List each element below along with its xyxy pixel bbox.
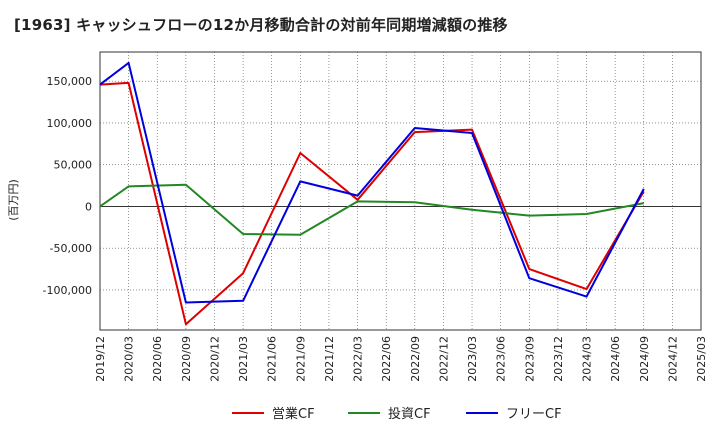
x-tick-label: 2020/06 — [151, 336, 164, 382]
x-tick-label: 2021/06 — [266, 336, 279, 382]
x-tick-label: 2020/03 — [123, 336, 136, 382]
x-tick-label: 2023/03 — [466, 336, 479, 382]
chart-title: [1963] キャッシュフローの12か月移動合計の対前年同期増減額の推移 — [14, 16, 508, 34]
x-tick-label: 2024/09 — [638, 336, 651, 382]
plot-frame — [99, 51, 702, 331]
x-tick-label: 2022/12 — [437, 336, 450, 382]
legend-label-3: フリーCF — [506, 407, 562, 422]
x-tick-label: 2021/03 — [237, 336, 250, 382]
y-tick-label: 150,000 — [47, 75, 93, 88]
x-tick-label: 2020/12 — [208, 336, 221, 382]
x-tick-label: 2023/06 — [495, 336, 508, 382]
x-axis: 2019/12 2020/03 2020/06 2020/09 2020/12 2021/… — [94, 336, 708, 382]
y-tick-label: -50,000 — [50, 242, 92, 255]
x-tick-label: 2023/12 — [552, 336, 565, 382]
x-tick-label: 2021/09 — [294, 336, 307, 382]
x-tick-label: 2024/06 — [609, 336, 622, 382]
legend: 営業CF 投資CF フリーCF — [232, 406, 562, 422]
x-tick-label: 2023/09 — [523, 336, 536, 382]
x-tick-label: 2022/06 — [380, 336, 393, 382]
y-tick-label: 100,000 — [47, 117, 93, 130]
legend-label-2: 投資CF — [388, 406, 431, 422]
y-axis-label: (百万円) — [7, 179, 20, 221]
x-tick-label: 2019/12 — [94, 336, 107, 382]
y-tick-label: 0 — [85, 200, 92, 213]
x-tick-label: 2025/03 — [695, 336, 708, 382]
series-line-1 — [99, 81, 645, 326]
x-tick-label: 2024/12 — [666, 336, 679, 382]
y-tick-label: -100,000 — [43, 284, 92, 297]
legend-label-1: 営業CF — [272, 406, 315, 422]
y-axis: 150,000 100,000 50,000 0 -50,000 -100,000 — [43, 75, 92, 297]
grid — [100, 52, 701, 330]
x-tick-label: 2024/03 — [581, 336, 594, 382]
x-tick-label: 2022/03 — [352, 336, 365, 382]
x-tick-label: 2022/09 — [409, 336, 422, 382]
x-tick-label: 2021/12 — [323, 336, 336, 382]
series-lines — [99, 61, 645, 326]
series-line-3 — [99, 61, 645, 304]
series-line-2 — [99, 183, 644, 236]
y-tick-label: 50,000 — [54, 159, 93, 172]
x-tick-label: 2020/09 — [180, 336, 193, 382]
